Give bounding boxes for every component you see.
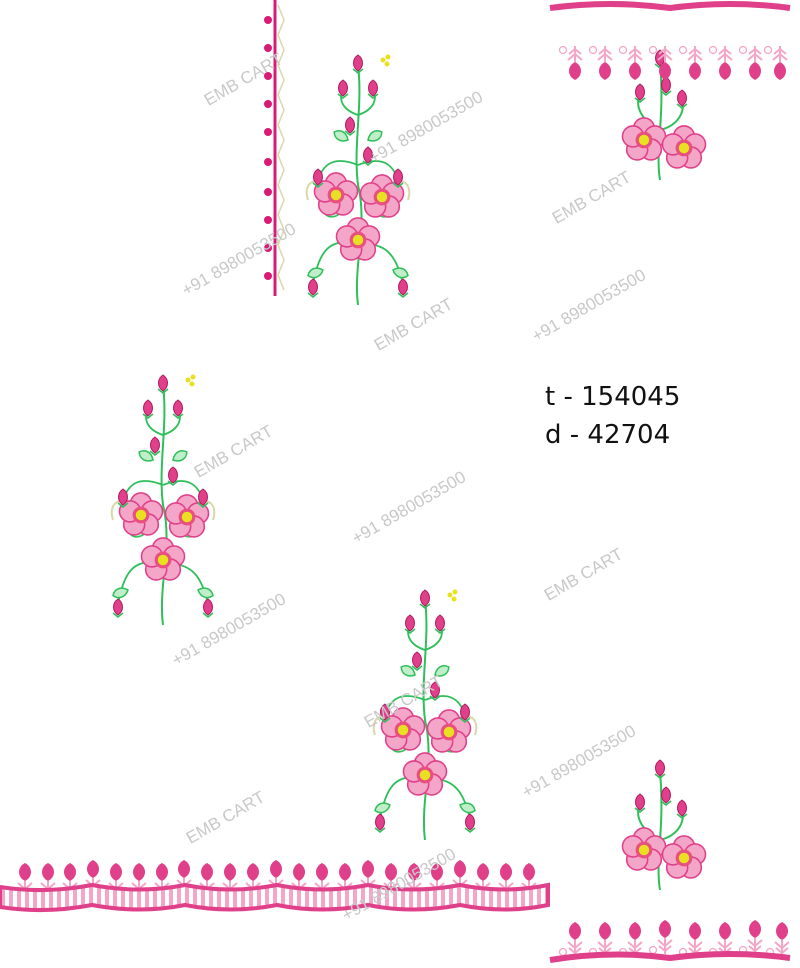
vertical-border (264, 0, 285, 296)
t-code: t - 154045 (545, 382, 681, 412)
border-bottom-right (549, 919, 791, 963)
flower-bunch-left (111, 375, 214, 626)
border-bottom-left (0, 859, 550, 913)
d-code: d - 42704 (545, 420, 671, 450)
border-top-right (549, 1, 791, 81)
flower-bunch-small-bottom-right (622, 760, 705, 890)
flower-bunch-top (306, 55, 409, 306)
design-codes: t - 154045 d - 42704 (545, 378, 680, 454)
